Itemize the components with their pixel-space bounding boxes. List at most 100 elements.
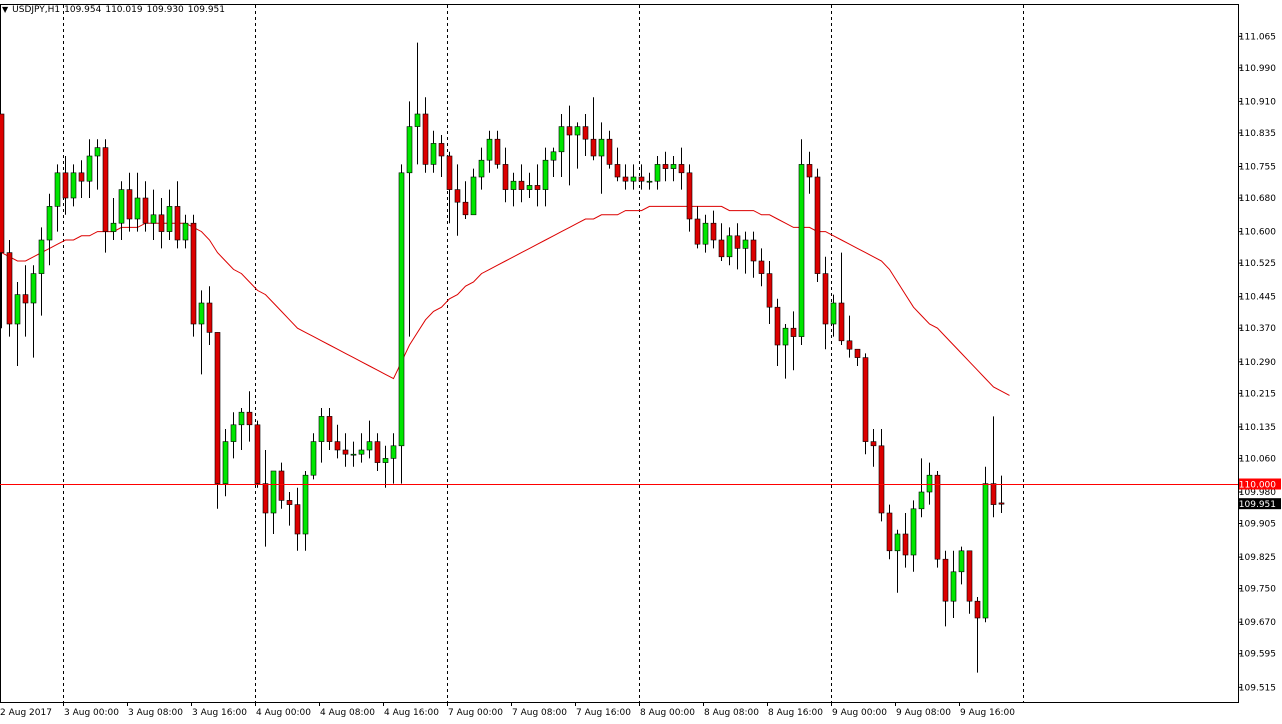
time-tick-label: 4 Aug 08:00 — [320, 708, 375, 718]
time-tick-label: 3 Aug 16:00 — [192, 708, 247, 718]
candle-body — [606, 138, 613, 165]
candle-body — [110, 222, 117, 232]
price-tick-label: 109.905 — [1239, 520, 1276, 530]
candle-body — [710, 222, 717, 241]
time-tick-label: 9 Aug 08:00 — [896, 708, 951, 718]
candle-body — [758, 260, 765, 274]
price-tick-label: 110.060 — [1239, 454, 1276, 464]
candle-body — [950, 571, 957, 602]
candle-body — [790, 327, 797, 337]
candle-body — [238, 411, 245, 426]
price-tick-label: 110.135 — [1239, 423, 1276, 433]
candle-body — [134, 197, 141, 220]
candle-body — [390, 445, 397, 459]
candle-body — [46, 206, 53, 241]
candle-body — [470, 176, 477, 216]
candle-body — [182, 222, 189, 241]
candle-body — [158, 214, 165, 232]
candle-body — [998, 502, 1005, 505]
price-tick-label: 110.990 — [1239, 64, 1276, 74]
candle-body — [78, 172, 85, 182]
candle-body — [550, 151, 557, 161]
price-tick-label: 109.980 — [1239, 488, 1276, 498]
candle-body — [174, 206, 181, 241]
candle-body — [166, 206, 173, 232]
candle-body — [966, 550, 973, 602]
candle-body — [918, 491, 925, 510]
time-tick-label: 4 Aug 00:00 — [256, 708, 311, 718]
price-tick-label: 110.290 — [1239, 358, 1276, 368]
candle-body — [726, 235, 733, 258]
time-tick-label: 7 Aug 08:00 — [512, 708, 567, 718]
candle-body — [454, 189, 461, 203]
candle-body — [222, 441, 229, 484]
candle-body — [334, 441, 341, 451]
candle-body — [534, 185, 541, 190]
candle-body — [294, 504, 301, 535]
candle-body — [646, 180, 653, 183]
price-tick-label: 110.835 — [1239, 129, 1276, 139]
candle-body — [942, 558, 949, 602]
candle-body — [702, 222, 709, 245]
candle-body — [478, 159, 485, 178]
triangle-down-icon[interactable]: ▼ — [2, 5, 9, 14]
candle-body — [742, 239, 749, 249]
level-price-label: 110.000 — [1239, 481, 1276, 491]
candle-body — [854, 348, 861, 358]
candle-body — [846, 340, 853, 350]
candle-body — [822, 273, 829, 325]
price-tick-label: 110.215 — [1239, 389, 1276, 399]
candle-body — [990, 483, 997, 505]
candle-body — [430, 143, 437, 165]
candle-body — [502, 164, 509, 190]
candle-body — [198, 302, 205, 325]
candle-body — [734, 235, 741, 249]
candle-body — [926, 474, 933, 493]
candle-body — [254, 424, 261, 484]
level-price-badge — [1239, 478, 1281, 490]
candle-body — [318, 416, 325, 442]
candle-body — [958, 550, 965, 573]
candle-body — [446, 155, 453, 190]
candle-body — [838, 302, 845, 342]
candle-body — [150, 214, 157, 224]
candle-body — [86, 155, 93, 182]
candle-body — [326, 416, 333, 442]
candle-body — [678, 164, 685, 174]
candle-body — [62, 172, 69, 199]
candle-body — [590, 138, 597, 157]
price-tick-label: 109.750 — [1239, 585, 1276, 595]
candle-body — [358, 449, 365, 455]
candle-body — [902, 533, 909, 556]
candle-body — [518, 180, 525, 190]
price-tick-label: 110.755 — [1239, 163, 1276, 173]
price-tick-label: 109.515 — [1239, 683, 1276, 693]
candle-body — [486, 138, 493, 161]
candle-body — [206, 302, 213, 333]
candle-body — [414, 113, 421, 127]
candle-body — [54, 172, 61, 207]
candle-body — [342, 449, 349, 455]
candle-body — [94, 147, 101, 157]
candle-body — [542, 159, 549, 190]
candle-body — [38, 239, 45, 274]
price-tick-label: 109.825 — [1239, 553, 1276, 563]
candle-body — [302, 474, 309, 535]
candle-body — [766, 273, 773, 308]
ohlc-close: 109.951 — [187, 5, 225, 15]
candle-body — [870, 441, 877, 447]
candle-body — [862, 357, 869, 442]
candle-body — [558, 126, 565, 153]
chart-header: ▼ USDJPY,H1 109.954 110.019 109.930 109.951 — [2, 5, 229, 15]
candle-body — [398, 172, 405, 447]
candle-body — [230, 424, 237, 442]
candle-body — [438, 143, 445, 157]
candle-body — [886, 512, 893, 552]
candle-body — [910, 508, 917, 556]
candle-body — [878, 445, 885, 514]
candle-body — [494, 138, 501, 165]
candle-body — [462, 201, 469, 216]
candle-body — [126, 189, 133, 220]
time-tick-label: 8 Aug 08:00 — [704, 708, 759, 718]
